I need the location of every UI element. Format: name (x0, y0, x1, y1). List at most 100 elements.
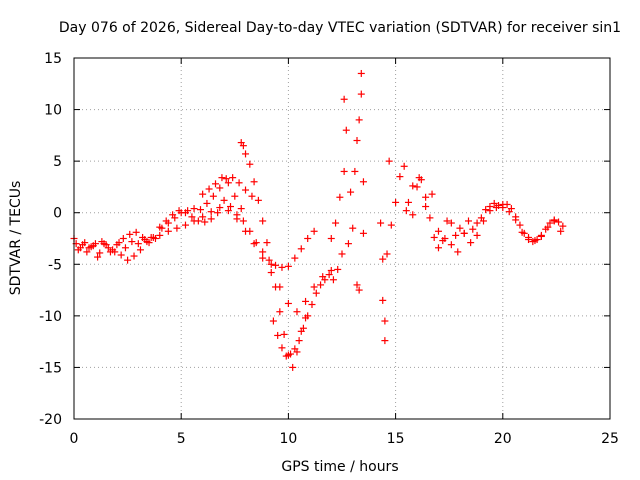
data-point (310, 227, 318, 235)
data-point (428, 190, 436, 198)
data-point (111, 248, 119, 256)
data-point (469, 225, 477, 233)
data-point (353, 137, 361, 145)
data-point (216, 204, 224, 212)
data-point (413, 183, 421, 191)
data-point (169, 211, 177, 219)
data-point (224, 179, 232, 187)
x-tick-label: 25 (601, 431, 619, 447)
data-point (379, 296, 387, 304)
series-arc-h (402, 174, 565, 256)
data-point (381, 337, 389, 345)
data-point (355, 286, 363, 294)
data-point (473, 231, 481, 239)
data-point (85, 244, 93, 252)
data-point (263, 239, 271, 247)
data-point (196, 206, 204, 214)
data-point (379, 255, 387, 263)
data-point (327, 235, 335, 242)
data-point (173, 224, 181, 232)
data-point (128, 238, 136, 246)
data-point (295, 337, 303, 345)
data-point (91, 240, 99, 248)
data-point (544, 223, 552, 231)
data-point (490, 199, 498, 207)
chart-title: Day 076 of 2026, Sidereal Day-to-day VTE… (59, 20, 621, 36)
data-point (347, 188, 355, 196)
data-point (220, 196, 228, 204)
data-point (267, 260, 275, 268)
data-point (400, 162, 408, 170)
y-tick-label: 15 (44, 51, 62, 67)
data-point (409, 182, 417, 190)
data-point (304, 235, 312, 242)
data-point (96, 249, 104, 257)
data-point (79, 241, 87, 249)
data-point (332, 219, 340, 227)
y-tick-label: -10 (39, 309, 62, 325)
data-point (194, 217, 202, 225)
data-point (74, 246, 82, 254)
data-point (216, 184, 224, 192)
data-point (396, 173, 404, 181)
data-point (124, 256, 132, 264)
data-point (464, 217, 472, 225)
data-point (443, 217, 451, 225)
data-point (357, 90, 365, 98)
x-tick-label: 15 (387, 431, 405, 447)
data-point (357, 69, 365, 77)
data-point (344, 240, 352, 248)
data-point (381, 317, 389, 325)
data-point (512, 216, 520, 224)
data-point (134, 240, 142, 248)
data-point (480, 217, 488, 225)
data-point (181, 221, 189, 229)
data-point (525, 233, 533, 241)
data-point (505, 208, 513, 216)
data-point (297, 245, 305, 253)
data-point (229, 174, 237, 182)
series-arc-e (269, 271, 333, 360)
data-point (181, 209, 189, 217)
data-point (422, 203, 430, 211)
data-point (516, 221, 524, 229)
data-point (287, 350, 295, 358)
data-point (473, 219, 481, 227)
data-point (126, 230, 134, 238)
data-point (518, 228, 526, 236)
data-point (239, 142, 247, 150)
data-point (212, 180, 220, 188)
data-point (199, 213, 207, 221)
data-point (308, 301, 316, 309)
data-point (259, 248, 267, 256)
data-point (259, 217, 267, 225)
data-point (130, 252, 138, 260)
data-point (207, 215, 215, 223)
data-point (246, 160, 254, 168)
data-point (555, 218, 563, 226)
x-tick-label: 5 (177, 431, 186, 447)
data-point (203, 199, 211, 207)
series-arc-d (199, 139, 310, 371)
data-point (359, 229, 367, 237)
y-tick-label: 10 (44, 103, 62, 119)
series-arc-b (74, 174, 256, 261)
data-point (302, 297, 310, 305)
data-point (338, 250, 346, 258)
data-point (392, 198, 400, 206)
data-point (139, 233, 147, 241)
data-point (272, 261, 280, 269)
x-axis-label: GPS time / hours (281, 459, 398, 475)
data-point (336, 193, 344, 201)
data-point (383, 250, 391, 258)
data-point (557, 227, 565, 235)
data-point (377, 219, 385, 227)
data-point (259, 254, 267, 262)
data-point (355, 116, 363, 124)
data-point (149, 233, 157, 241)
data-point (304, 312, 312, 320)
data-point (201, 218, 209, 226)
y-tick-label: -15 (39, 360, 62, 376)
data-point (454, 248, 462, 256)
data-point (265, 256, 273, 264)
